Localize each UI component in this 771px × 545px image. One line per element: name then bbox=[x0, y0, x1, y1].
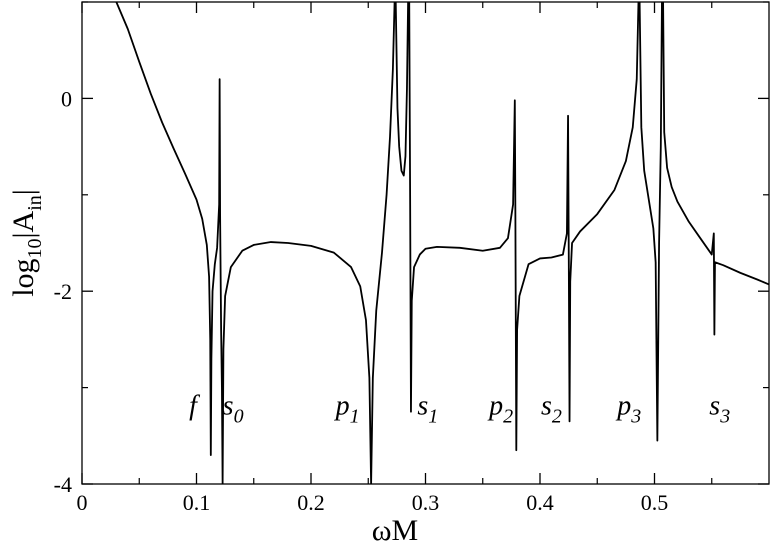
mode-label-p2: p2 bbox=[487, 391, 513, 428]
y-axis-ticks: -4 -2 0 bbox=[54, 1, 769, 497]
y-tick-label: -4 bbox=[54, 472, 72, 497]
x-tick-label: 0 bbox=[77, 490, 88, 515]
y-axis-label-sub-10: 10 bbox=[24, 238, 46, 258]
x-axis-ticks: 0 0.1 0.2 0.3 0.4 0.5 bbox=[77, 2, 713, 515]
mode-label-s2: s2 bbox=[541, 391, 562, 428]
x-tick-label: 0.3 bbox=[412, 490, 440, 515]
mode-label-s1: s1 bbox=[417, 391, 438, 428]
mode-label-p3: p3 bbox=[615, 391, 641, 428]
x-axis-label: ωM bbox=[372, 514, 418, 545]
x-tick-label: 0.5 bbox=[641, 490, 669, 515]
y-axis-label-sub-in: in bbox=[24, 195, 46, 211]
y-axis-label: log10|Ain| bbox=[7, 189, 46, 297]
y-axis-label-abs: |A bbox=[7, 210, 40, 238]
mode-label-p1: p1 bbox=[334, 391, 360, 428]
x-tick-label: 0.2 bbox=[297, 490, 325, 515]
mode-label-s3: s3 bbox=[709, 391, 730, 428]
x-tick-label: 0.1 bbox=[183, 490, 211, 515]
mode-label-f: f bbox=[189, 391, 200, 422]
mode-annotations: f s0 p1 s1 p2 s2 p3 s3 bbox=[189, 391, 730, 428]
mode-label-s0: s0 bbox=[223, 391, 244, 428]
y-tick-label: -2 bbox=[54, 279, 72, 304]
series-line bbox=[115, 2, 769, 484]
y-axis-label-log: log bbox=[7, 258, 40, 296]
y-axis-label-close: | bbox=[7, 189, 40, 195]
y-tick-label: 0 bbox=[61, 86, 72, 111]
x-tick-label: 0.4 bbox=[526, 490, 554, 515]
